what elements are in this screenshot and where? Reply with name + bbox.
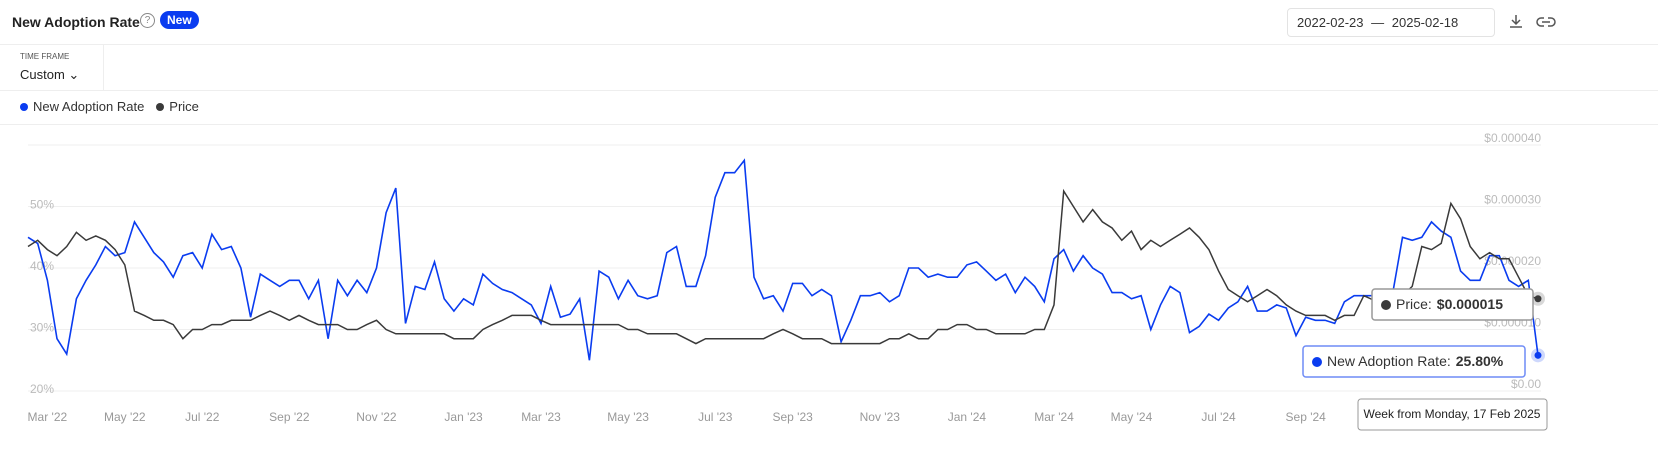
timeframe-select[interactable]: Custom ⌄ <box>20 67 80 82</box>
divider <box>0 124 1658 125</box>
tooltip-value: 25.80% <box>1456 353 1504 369</box>
tooltip-text: New Adoption Rate: 25.80% <box>1327 353 1504 369</box>
y-tick-label: 20% <box>30 382 54 396</box>
tooltip-date: Week from Monday, 17 Feb 2025 <box>1364 407 1541 421</box>
y2-tick-label: $0.00 <box>1511 377 1541 391</box>
x-tick-label: Mar '23 <box>521 410 561 424</box>
tooltip-dot <box>1312 357 1322 367</box>
divider <box>103 44 104 90</box>
x-tick-label: Jul '24 <box>1201 410 1236 424</box>
timeframe-label: TIME FRAME <box>20 52 70 61</box>
legend-item[interactable]: New Adoption Rate <box>20 99 144 114</box>
y-tick-label: 50% <box>30 198 54 212</box>
x-tick-label: Sep '23 <box>773 410 814 424</box>
date-separator: — <box>1371 15 1385 30</box>
x-tick-label: Mar '24 <box>1034 410 1074 424</box>
x-tick-label: Jan '24 <box>948 410 987 424</box>
tooltip-label: New Adoption Rate: <box>1327 353 1451 369</box>
x-tick-label: Nov '23 <box>860 410 901 424</box>
highlight-point <box>1534 295 1542 303</box>
legend-label: Price <box>169 99 199 114</box>
divider <box>0 44 1658 45</box>
x-tick-label: Nov '22 <box>356 410 397 424</box>
help-icon[interactable]: ? <box>140 13 155 28</box>
badge: New <box>160 11 199 29</box>
legend: New Adoption Rate Price <box>20 99 199 114</box>
tooltip-dot <box>1381 300 1391 310</box>
tooltip-text: Price: $0.000015 <box>1396 296 1503 312</box>
legend-dot <box>20 103 28 111</box>
y2-tick-label: $0.000030 <box>1484 193 1541 207</box>
series-line <box>27 158 1539 361</box>
y-tick-label: 40% <box>30 259 54 273</box>
y-tick-label: 30% <box>30 321 54 335</box>
legend-label: New Adoption Rate <box>33 99 145 114</box>
x-tick-label: Sep '24 <box>1286 410 1327 424</box>
x-tick-label: Sep '22 <box>269 410 310 424</box>
y2-tick-label: $0.000040 <box>1484 131 1541 145</box>
x-tick-label: Jan '23 <box>444 410 483 424</box>
x-tick-label: Jul '23 <box>698 410 733 424</box>
x-tick-label: May '24 <box>1111 410 1153 424</box>
title: New Adoption Rate <box>12 14 140 30</box>
divider <box>0 90 1658 91</box>
tooltip-box <box>1357 398 1548 431</box>
legend-dot <box>156 103 165 111</box>
legend-item[interactable]: Price <box>156 99 199 114</box>
download-icon[interactable] <box>1510 15 1522 28</box>
tooltip-value: $0.000015 <box>1437 296 1503 312</box>
toolbar-icons[interactable] <box>1508 13 1568 31</box>
date-range[interactable]: 2022-02-23 — 2025-02-18 <box>1287 8 1495 37</box>
date-start: 2022-02-23 <box>1297 15 1364 30</box>
timeframe-value: Custom <box>20 67 65 82</box>
x-tick-label: Jul '22 <box>185 410 220 424</box>
date-end: 2025-02-18 <box>1391 15 1459 30</box>
series-line <box>27 188 1539 345</box>
highlight-point <box>1534 351 1542 359</box>
x-tick-label: Mar '22 <box>28 410 68 424</box>
link-icon[interactable] <box>1536 17 1556 27</box>
tooltip-box <box>1371 288 1534 321</box>
x-tick-label: May '23 <box>607 410 649 424</box>
tooltip-label: Price: <box>1396 296 1432 312</box>
tooltip-box <box>1302 345 1526 378</box>
x-tick-label: May '22 <box>104 410 146 424</box>
